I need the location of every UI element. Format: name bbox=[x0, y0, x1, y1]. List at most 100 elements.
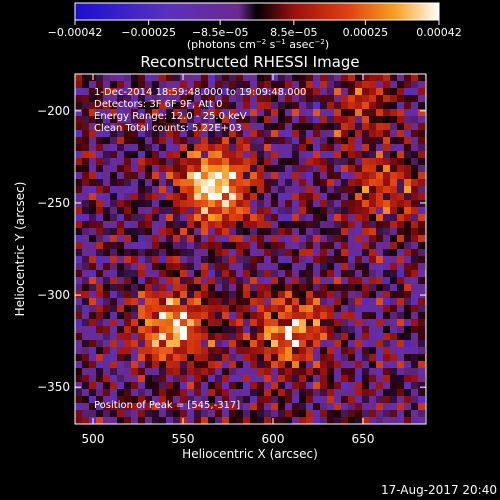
heatmap-cell bbox=[103, 123, 111, 131]
heatmap-cell bbox=[327, 228, 335, 236]
heatmap-cell bbox=[334, 123, 342, 131]
heatmap-cell bbox=[264, 214, 272, 222]
heatmap-cell bbox=[285, 165, 293, 173]
x-axis-ticks: 500 550 600 650 bbox=[82, 74, 374, 446]
heatmap-cell bbox=[243, 305, 251, 313]
heatmap-cell bbox=[110, 81, 118, 89]
heatmap-cell bbox=[313, 144, 321, 152]
heatmap-cell bbox=[404, 109, 412, 117]
heatmap-cell bbox=[152, 109, 160, 117]
heatmap-cell bbox=[180, 403, 188, 411]
heatmap-cell bbox=[285, 389, 293, 397]
heatmap-cell bbox=[411, 179, 419, 187]
heatmap-cell bbox=[348, 382, 356, 390]
heatmap-cell bbox=[369, 130, 377, 138]
heatmap-cell bbox=[320, 333, 328, 341]
heatmap-cell bbox=[152, 319, 160, 327]
heatmap-cell bbox=[236, 326, 244, 334]
heatmap-cell bbox=[327, 368, 335, 376]
heatmap-cell bbox=[222, 354, 230, 362]
heatmap-cell bbox=[271, 81, 279, 89]
heatmap-cell bbox=[271, 116, 279, 124]
heatmap-cell bbox=[292, 193, 300, 201]
heatmap-cell bbox=[159, 396, 167, 404]
heatmap-cell bbox=[327, 207, 335, 215]
heatmap-cell bbox=[362, 354, 370, 362]
heatmap-cell bbox=[369, 249, 377, 257]
heatmap-cell bbox=[173, 214, 181, 222]
heatmap-cell bbox=[173, 389, 181, 397]
heatmap-cell bbox=[124, 382, 132, 390]
heatmap-cell bbox=[320, 417, 328, 424]
heatmap-cell bbox=[411, 368, 419, 376]
heatmap-cell bbox=[208, 340, 216, 348]
heatmap-cell bbox=[201, 277, 209, 285]
heatmap-cell bbox=[173, 88, 181, 96]
heatmap-cell bbox=[397, 417, 405, 424]
heatmap-cell bbox=[152, 179, 160, 187]
heatmap-cell bbox=[229, 249, 237, 257]
heatmap-cell bbox=[236, 305, 244, 313]
heatmap-cell bbox=[159, 417, 167, 424]
heatmap-cell bbox=[173, 340, 181, 348]
heatmap-cell bbox=[390, 186, 398, 194]
heatmap-cell bbox=[383, 305, 391, 313]
heatmap-cell bbox=[341, 74, 349, 82]
heatmap-cell bbox=[362, 95, 370, 103]
heatmap-cell bbox=[215, 277, 223, 285]
heatmap-cell bbox=[334, 193, 342, 201]
heatmap-cell bbox=[103, 186, 111, 194]
heatmap-cell bbox=[327, 340, 335, 348]
heatmap-cell bbox=[271, 403, 279, 411]
heatmap-cell bbox=[110, 256, 118, 264]
heatmap-cell bbox=[278, 389, 286, 397]
heatmap-cell bbox=[152, 235, 160, 243]
heatmap-cell bbox=[201, 284, 209, 292]
heatmap-cell bbox=[355, 361, 363, 369]
heatmap-cell bbox=[166, 130, 174, 138]
heatmap-cell bbox=[355, 102, 363, 110]
heatmap-cell bbox=[110, 207, 118, 215]
heatmap-cell bbox=[194, 74, 202, 82]
heatmap-cell bbox=[390, 151, 398, 159]
heatmap-cell bbox=[166, 347, 174, 355]
heatmap-cell bbox=[159, 221, 167, 229]
heatmap-cell bbox=[187, 375, 195, 383]
heatmap-cell bbox=[243, 95, 251, 103]
heatmap-cell bbox=[376, 326, 384, 334]
heatmap-cell bbox=[397, 389, 405, 397]
heatmap-cell bbox=[208, 291, 216, 299]
heatmap-cell bbox=[292, 368, 300, 376]
heatmap-cell bbox=[131, 410, 139, 418]
heatmap-cell bbox=[397, 326, 405, 334]
heatmap-cell bbox=[222, 249, 230, 257]
heatmap-cell bbox=[313, 410, 321, 418]
heatmap-cell bbox=[397, 186, 405, 194]
footer-timestamp: 17-Aug-2017 20:40 bbox=[381, 483, 497, 497]
heatmap-cell bbox=[222, 333, 230, 341]
heatmap-cell bbox=[110, 95, 118, 103]
heatmap-cell bbox=[215, 95, 223, 103]
heatmap-cell bbox=[418, 228, 426, 236]
heatmap-cell bbox=[257, 137, 265, 145]
heatmap-cell bbox=[264, 235, 272, 243]
heatmap-cell bbox=[166, 249, 174, 257]
heatmap-cell bbox=[257, 382, 265, 390]
heatmap-cell bbox=[334, 81, 342, 89]
heatmap-cell bbox=[292, 417, 300, 424]
heatmap-cell bbox=[348, 256, 356, 264]
heatmap-cell bbox=[376, 172, 384, 180]
heatmap-cell bbox=[362, 347, 370, 355]
heatmap-cell bbox=[341, 214, 349, 222]
heatmap-cell bbox=[285, 263, 293, 271]
heatmap-cell bbox=[411, 347, 419, 355]
heatmap-cell bbox=[152, 333, 160, 341]
heatmap-cell bbox=[236, 123, 244, 131]
heatmap-cell bbox=[362, 312, 370, 320]
heatmap-cell bbox=[348, 102, 356, 110]
heatmap-cell bbox=[362, 396, 370, 404]
heatmap-cell bbox=[418, 165, 426, 173]
heatmap-cell bbox=[390, 382, 398, 390]
heatmap-cell bbox=[292, 235, 300, 243]
heatmap-cell bbox=[173, 179, 181, 187]
